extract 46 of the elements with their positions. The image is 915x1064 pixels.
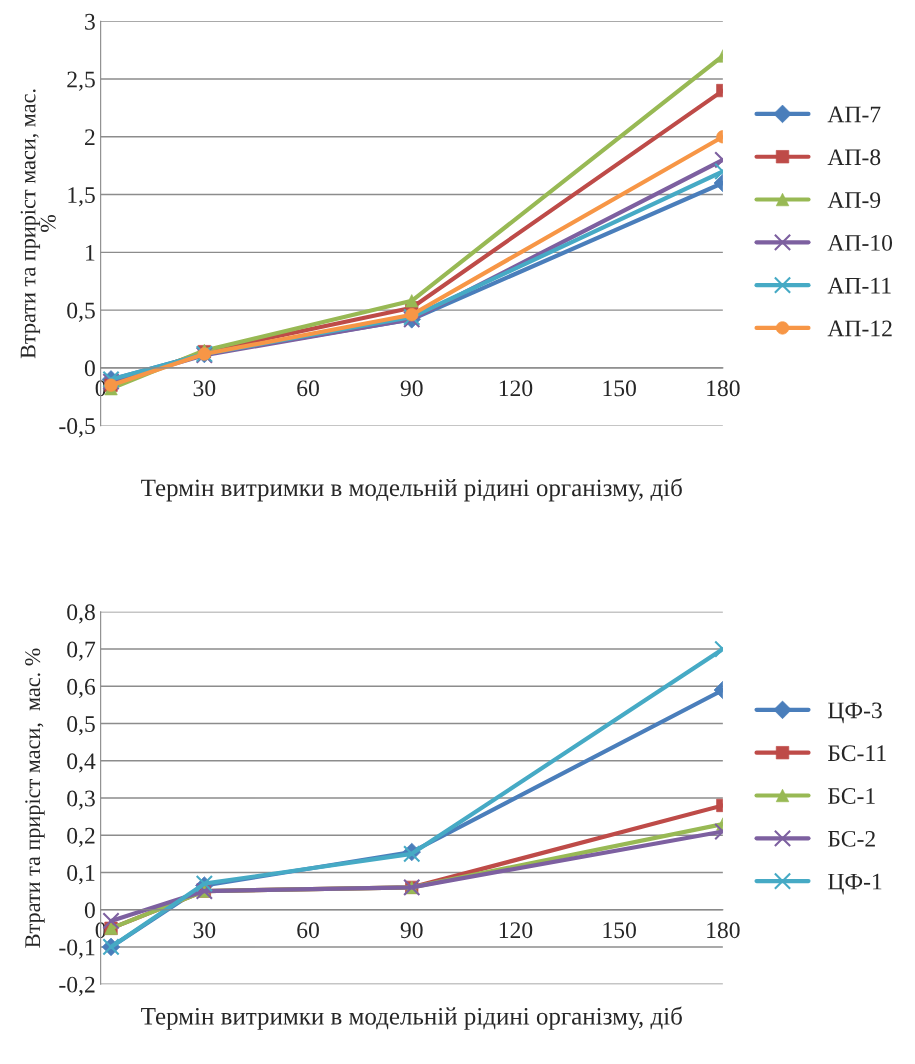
x-axis-title: Термін витримки в модельній рідині організму, діб [141,478,682,502]
x-tick-label: 90 [400,922,423,939]
legend-label: БС-1 [828,788,875,804]
x-axis-title: Термін витримки в модельній рідині організму, діб [141,1006,682,1030]
y-tick-label: -0,2 [59,976,95,997]
x-tick-label: 120 [499,922,533,939]
y-tick-label: 2,5 [67,71,95,91]
y-axis-title: Втрати та приріст маси, мас. % [20,89,56,359]
y-tick-label: 0,8 [67,604,95,624]
x-tick-label: 120 [499,380,533,397]
legend-label: АП-10 [827,234,893,251]
y-tick-label: 0,3 [67,790,95,810]
y-tick-label: -0,5 [59,418,95,438]
legend-label: БС-2 [828,830,875,847]
y-tick-label: 1,5 [68,187,95,207]
x-tick-label: 90 [400,380,423,397]
y-tick-label: 0,6 [67,678,96,699]
x-tick-label: 150 [603,380,636,397]
y-tick-label: -0,1 [59,939,95,959]
y-tick-label: 3 [85,13,95,30]
y-tick-label: 0,7 [67,641,96,661]
legend-label: АП-8 [827,149,881,166]
x-tick-label: 60 [297,380,319,397]
y-tick-label: 0,4 [67,753,96,773]
y-tick-label: 0,2 [67,827,95,848]
y-tick-label: 2 [85,129,95,145]
y-tick-label: 1 [86,244,95,261]
x-tick-label: 30 [193,922,216,939]
legend-label: АП-7 [827,106,881,123]
y-tick-label: 0 [84,360,95,377]
y-tick-label: 0,1 [67,864,95,885]
legend-label: БС-11 [828,745,886,762]
x-tick-label: 150 [603,922,636,939]
y-axis-title: Втрати та приріст маси, мас. % [25,648,45,948]
x-tick-label: 30 [193,380,216,397]
legend-label: АП-12 [827,320,892,337]
x-tick-label: 180 [707,380,740,397]
y-tick-label: 0,5 [67,716,95,736]
x-tick-label: 60 [297,922,319,939]
legend-label: АП-9 [827,192,881,209]
x-tick-label: 180 [707,922,740,939]
legend-label: ЦФ-1 [828,873,882,895]
y-tick-label: 0,5 [67,302,95,322]
legend-label: ЦФ-3 [828,702,882,724]
y-tick-label: 0 [84,902,95,919]
legend-label: АП-11 [827,277,891,294]
